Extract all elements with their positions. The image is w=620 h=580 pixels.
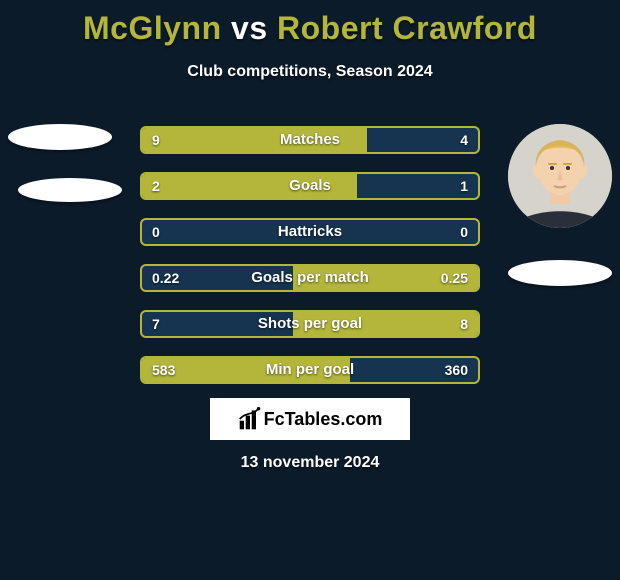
stat-label: Hattricks: [142, 220, 478, 244]
player-left-name: McGlynn: [83, 10, 222, 46]
stat-bar: 21Goals: [140, 172, 480, 200]
stat-bar: 0.220.25Goals per match: [140, 264, 480, 292]
snapshot-date: 13 november 2024: [0, 454, 620, 472]
player-right-disc: [508, 260, 612, 286]
logo-text: FcTables.com: [264, 409, 383, 430]
stat-bar: 00Hattricks: [140, 218, 480, 246]
subtitle: Club competitions, Season 2024: [0, 63, 620, 81]
bars-icon: [238, 407, 262, 431]
stat-label: Goals: [142, 174, 478, 198]
player-left-avatar-placeholder: [8, 124, 112, 150]
stat-label: Matches: [142, 128, 478, 152]
stat-label: Shots per goal: [142, 312, 478, 336]
stat-label: Goals per match: [142, 266, 478, 290]
stat-bar: 78Shots per goal: [140, 310, 480, 338]
fctables-logo[interactable]: FcTables.com: [210, 398, 410, 440]
vs-label: vs: [231, 10, 268, 46]
player-right-avatar: [508, 124, 612, 228]
comparison-card: McGlynn vs Robert Crawford Club competit…: [0, 0, 620, 580]
player-left-disc: [18, 178, 122, 202]
stat-label: Min per goal: [142, 358, 478, 382]
avatar-face-icon: [508, 124, 612, 228]
page-title: McGlynn vs Robert Crawford: [0, 0, 620, 47]
stat-bar: 94Matches: [140, 126, 480, 154]
player-right-name: Robert Crawford: [277, 10, 537, 46]
stat-bars: 94Matches 21Goals 00Hattricks 0.220.25Goals…: [140, 126, 480, 402]
stat-bar: 583360Min per goal: [140, 356, 480, 384]
